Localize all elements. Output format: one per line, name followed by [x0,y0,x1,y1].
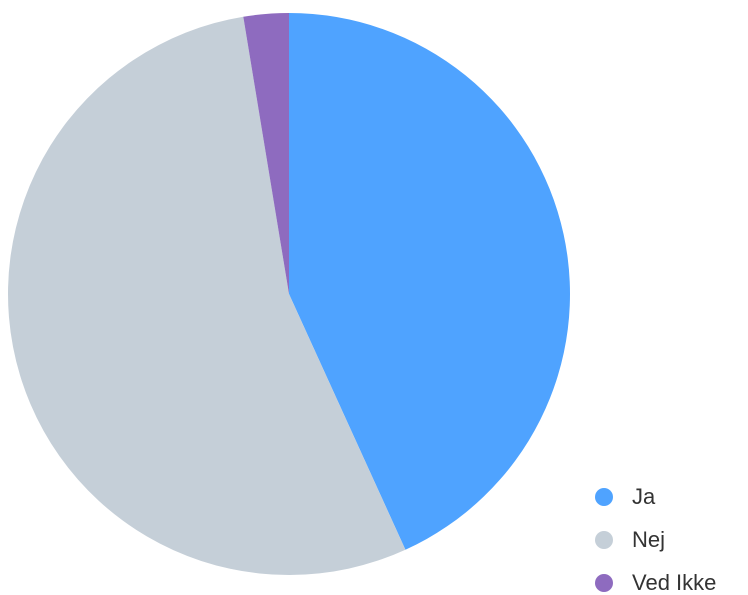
legend-label: Nej [632,527,665,552]
legend-marker [595,574,613,592]
pie-slice [243,13,289,294]
legend-label: Ved Ikke [632,570,716,595]
legend-label: Ja [632,484,656,509]
pie-slice [8,16,406,575]
pie-slice [289,13,571,550]
legend-marker [595,488,613,506]
legend-marker [595,531,613,549]
